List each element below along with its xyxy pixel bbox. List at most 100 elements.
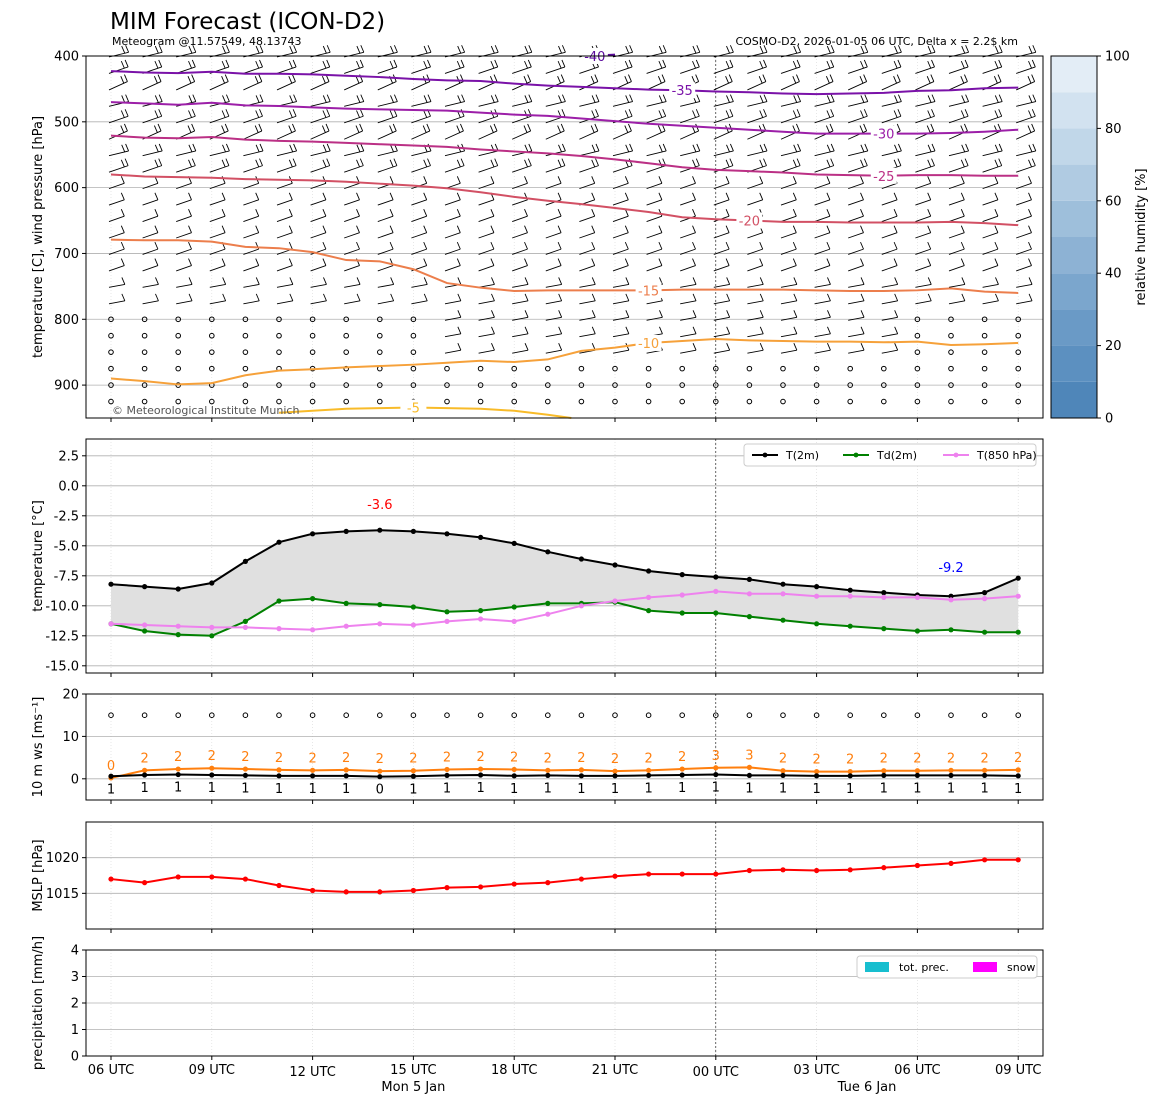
wind-barb-feather bbox=[692, 144, 697, 152]
gust-value-label: 2 bbox=[443, 750, 451, 765]
calm-circle bbox=[847, 398, 854, 405]
wind-barb-shaft bbox=[108, 182, 125, 190]
wind-barb-shaft bbox=[646, 248, 663, 255]
data-point bbox=[1015, 773, 1021, 779]
gust-value-label: 2 bbox=[980, 751, 988, 766]
wind-barb-shaft bbox=[848, 115, 868, 124]
wind-speed-value-label: 1 bbox=[712, 781, 720, 796]
wind-barb-feather bbox=[965, 143, 970, 152]
wind-barb-feather bbox=[624, 176, 629, 184]
wind-barb-feather bbox=[292, 109, 297, 117]
wind-barb-feather bbox=[825, 125, 830, 133]
wind-barb-feather bbox=[255, 95, 260, 103]
wind-barb-feather bbox=[961, 45, 966, 54]
wind-barb-feather bbox=[322, 45, 327, 54]
wind-barb-feather bbox=[729, 94, 734, 102]
data-point bbox=[478, 766, 484, 772]
wind-barb-shaft bbox=[512, 115, 532, 124]
wind-barb-feather bbox=[188, 110, 192, 118]
calm-circle bbox=[410, 349, 417, 355]
wind-barb-feather bbox=[893, 192, 898, 200]
wind-barb-shaft bbox=[780, 150, 801, 157]
wind-speed-value-label: 1 bbox=[644, 781, 652, 796]
wind-barb-feather bbox=[860, 45, 865, 54]
wind-barb-shaft bbox=[814, 165, 834, 173]
wind-barb-feather bbox=[154, 241, 159, 250]
wind-barb-feather bbox=[830, 45, 835, 53]
gust-value-label: 2 bbox=[779, 752, 787, 767]
wind-barb-feather bbox=[460, 123, 464, 132]
wind-barb-feather bbox=[524, 95, 529, 103]
data-point bbox=[175, 586, 181, 592]
wind-barb-feather bbox=[153, 125, 158, 133]
panel-frame bbox=[85, 693, 1044, 801]
wind-barb-shaft bbox=[377, 215, 394, 222]
wind-barb-shaft bbox=[814, 349, 831, 354]
wind-barb-feather bbox=[158, 45, 163, 53]
wind-barb-shaft bbox=[545, 165, 566, 173]
wind-barb-feather bbox=[561, 143, 566, 152]
time-tick-label: 15 UTC bbox=[390, 1063, 436, 1078]
data-point bbox=[209, 624, 215, 631]
legend-label: T(850 hPa) bbox=[976, 449, 1037, 462]
wind-barb-feather bbox=[692, 159, 696, 168]
wind-barb-feather bbox=[691, 76, 696, 84]
wind-barb-shaft bbox=[915, 66, 935, 74]
day-label: Tue 6 Jan bbox=[837, 1080, 897, 1095]
wind-barb-shaft bbox=[814, 265, 831, 272]
data-point bbox=[410, 768, 416, 774]
wind-barb-shaft bbox=[545, 300, 562, 305]
wind-barb-shaft bbox=[545, 66, 566, 74]
wind-barb-feather bbox=[120, 76, 125, 84]
data-point bbox=[746, 591, 753, 597]
wind-barb-feather bbox=[893, 225, 898, 233]
data-point bbox=[142, 622, 148, 628]
wind-barb-feather bbox=[255, 293, 260, 302]
wind-barb-shaft bbox=[108, 165, 129, 173]
wind-barb-shaft bbox=[848, 182, 864, 190]
wind-barb-shaft bbox=[915, 130, 935, 140]
wind-barb-shaft bbox=[612, 66, 633, 74]
wind-calm-circle bbox=[713, 712, 719, 719]
wind-barb-feather bbox=[662, 59, 667, 68]
wind-barb-shaft bbox=[108, 248, 125, 255]
data-point bbox=[377, 774, 383, 780]
wind-barb-shaft bbox=[545, 130, 565, 140]
data-point bbox=[343, 767, 349, 773]
wind-barb-feather bbox=[255, 144, 260, 152]
data-point bbox=[1015, 857, 1021, 863]
wind-barb-feather bbox=[960, 110, 965, 118]
wind-barb-feather bbox=[927, 192, 932, 200]
wind-barb-feather bbox=[255, 110, 260, 118]
data-point bbox=[276, 539, 282, 545]
wind-barb-feather bbox=[965, 94, 970, 102]
wind-barb-shaft bbox=[881, 66, 902, 74]
wind-barb-feather bbox=[994, 110, 999, 118]
data-point bbox=[142, 772, 148, 778]
wind-barb-feather bbox=[725, 241, 730, 250]
wind-barb-feather bbox=[695, 158, 700, 166]
wind-barb-shaft bbox=[948, 66, 969, 74]
wind-barb-feather bbox=[927, 277, 932, 285]
wind-barb-feather bbox=[322, 209, 327, 217]
wind-barb-shaft bbox=[814, 283, 831, 288]
wind-barb-shaft bbox=[344, 66, 364, 74]
wind-barb-shaft bbox=[915, 248, 931, 255]
wind-barb-shaft bbox=[243, 248, 259, 255]
data-point bbox=[511, 766, 517, 773]
wind-barb-shaft bbox=[948, 248, 965, 255]
wind-barb-feather bbox=[461, 45, 466, 53]
legend-label: snow bbox=[1007, 961, 1035, 974]
wind-barb-feather bbox=[960, 176, 965, 184]
wind-barb-feather bbox=[259, 158, 263, 166]
wind-barb-feather bbox=[860, 258, 864, 266]
wind-barb-feather bbox=[528, 94, 533, 102]
wind-barb-shaft bbox=[948, 300, 965, 305]
wind-barb-feather bbox=[121, 45, 126, 54]
wind-barb-feather bbox=[758, 76, 763, 84]
wind-barb-feather bbox=[524, 144, 529, 152]
calm-circle bbox=[981, 365, 988, 372]
wind-barb-feather bbox=[423, 209, 428, 217]
calm-circle bbox=[477, 365, 484, 372]
calm-circle bbox=[881, 398, 887, 405]
